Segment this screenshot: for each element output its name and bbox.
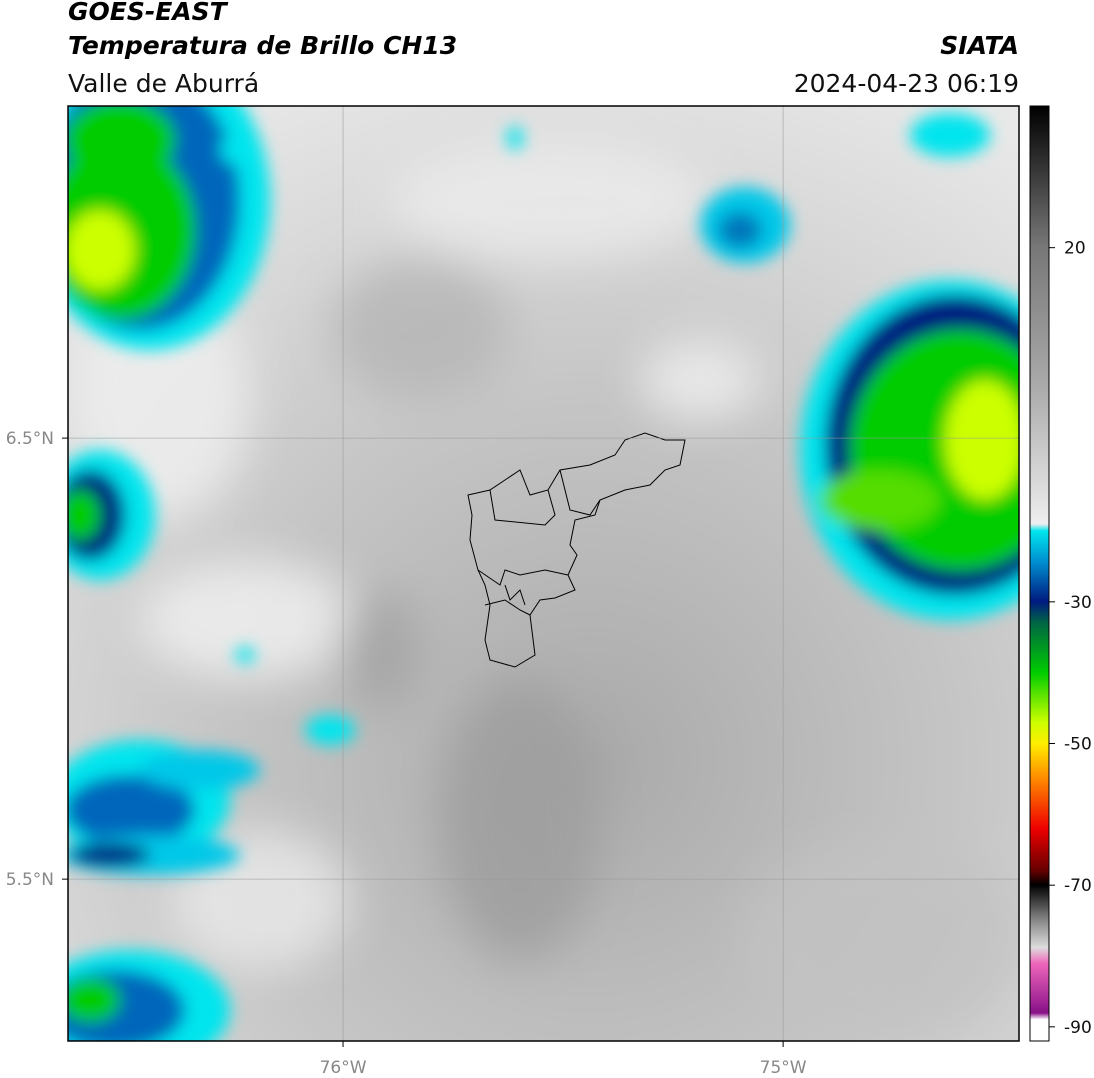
colorbar-tick-label: -90 bbox=[1064, 1018, 1092, 1038]
colorbar-tick-label: 20 bbox=[1064, 239, 1086, 259]
datetime: 2024-04-23 06:19 bbox=[794, 69, 1019, 98]
product: Temperatura de Brillo CH13 bbox=[68, 31, 457, 60]
source: SIATA bbox=[940, 31, 1019, 60]
x-tick-label: 75°W bbox=[760, 1058, 807, 1078]
x-tick-label: 76°W bbox=[320, 1058, 367, 1078]
colorbar-tick-label: -50 bbox=[1064, 735, 1092, 755]
satellite-image bbox=[68, 106, 1019, 1041]
colorbar-tick-label: -30 bbox=[1064, 593, 1092, 613]
map-frame bbox=[67, 105, 1020, 1042]
y-tick-label: 5.5°N bbox=[6, 870, 54, 890]
satellite: GOES-EAST bbox=[68, 0, 229, 26]
colorbar bbox=[1029, 105, 1050, 1042]
y-tick-label: 6.5°N bbox=[6, 429, 54, 449]
colorbar-tick-label: -70 bbox=[1064, 876, 1092, 896]
region: Valle de Aburrá bbox=[68, 69, 259, 98]
